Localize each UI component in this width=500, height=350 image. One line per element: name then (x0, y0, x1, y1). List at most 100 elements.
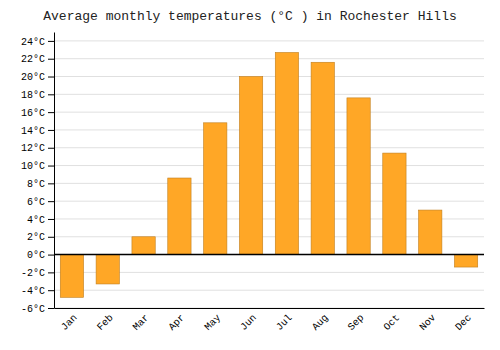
tick-mark (48, 112, 54, 113)
y-tick-label: -6°C (21, 304, 45, 315)
x-tick-label: Jul (274, 312, 295, 333)
x-tick-label: Mar (131, 312, 152, 333)
y-axis: -6°C -4°C -2°C 0°C 2°C 4°C 6°C 8°C 10°C 12°C 14°C 1… (21, 33, 55, 315)
axis-line (54, 33, 55, 309)
grid (54, 41, 484, 308)
y-tick-label: 4°C (27, 215, 45, 226)
grid-line (54, 76, 484, 77)
plot-area: -6°C -4°C -2°C 0°C 2°C 4°C 6°C 8°C 10°C 12°C 14°C 1… (21, 33, 485, 333)
tick-mark (48, 201, 54, 202)
x-tick: Feb (95, 312, 116, 333)
y-tick-label: 0°C (27, 250, 45, 261)
y-tick-label: 18°C (21, 90, 45, 101)
x-tick: Dec (453, 312, 474, 333)
y-tick: 6°C (27, 197, 54, 208)
chart-container: Average monthly temperatures (°C ) in Ro… (0, 0, 500, 350)
grid-line (54, 129, 484, 130)
bar (168, 178, 191, 255)
y-tick: 12°C (21, 143, 54, 154)
x-tick: Apr (167, 312, 188, 333)
bars (60, 52, 477, 297)
zero-line (54, 254, 484, 256)
tick-mark (48, 59, 54, 60)
tick-mark (48, 183, 54, 184)
x-tick-label: Oct (382, 312, 403, 333)
x-tick-label: May (203, 312, 224, 333)
grid-line (54, 290, 484, 291)
tick-mark (48, 166, 54, 167)
x-tick: Nov (418, 312, 439, 333)
bar (311, 62, 334, 254)
x-tick-label: Sep (346, 312, 367, 333)
x-tick: Aug (310, 312, 331, 333)
y-tick: 24°C (21, 37, 54, 48)
x-tick: Sep (346, 312, 367, 333)
y-tick: 10°C (21, 161, 54, 172)
y-tick: 14°C (21, 126, 54, 137)
x-tick: Jul (274, 312, 295, 333)
tick-mark (48, 255, 54, 256)
y-tick: -6°C (21, 304, 54, 315)
y-tick-label: 24°C (21, 37, 45, 48)
x-tick-label: Jan (59, 312, 80, 333)
y-tick-label: 6°C (27, 197, 45, 208)
tick-mark (48, 148, 54, 149)
y-tick-label: -4°C (21, 286, 45, 297)
tick-mark (48, 290, 54, 291)
x-tick-label: Nov (418, 312, 439, 333)
tick-mark (48, 77, 54, 78)
bar (347, 98, 370, 255)
tick-mark (48, 94, 54, 95)
tick-mark (48, 272, 54, 273)
grid-line (54, 147, 484, 148)
x-axis: Jan Feb Mar Apr May Jun Jul Aug Sep Oct Nov Dec (55, 309, 485, 333)
tick-mark (48, 130, 54, 131)
y-tick: 0°C (27, 250, 54, 261)
x-tick: Jan (59, 312, 80, 333)
y-tick: 2°C (27, 232, 54, 243)
x-tick: Mar (131, 312, 152, 333)
y-tick: 16°C (21, 108, 54, 119)
tick-mark (48, 308, 54, 309)
y-tick-label: 2°C (27, 232, 45, 243)
grid-line (54, 40, 484, 41)
y-tick-label: 8°C (27, 179, 45, 190)
tick-mark (48, 219, 54, 220)
chart-title: Average monthly temperatures (°C ) in Ro… (43, 9, 456, 24)
grid-line (54, 94, 484, 95)
y-tick: 18°C (21, 90, 54, 101)
grid-line (54, 201, 484, 202)
bar (132, 237, 155, 255)
y-tick-label: 16°C (21, 108, 45, 119)
bar (60, 255, 83, 298)
grid-line (54, 112, 484, 113)
x-tick-label: Dec (453, 312, 474, 333)
x-tick-label: Aug (310, 312, 331, 333)
x-tick-label: Jun (238, 312, 259, 333)
y-tick: 22°C (21, 54, 54, 65)
grid-line (54, 254, 484, 255)
axis-line (55, 308, 485, 309)
bar (419, 210, 442, 255)
y-tick-label: 20°C (21, 72, 45, 83)
grid-line (54, 183, 484, 184)
x-tick: Jun (238, 312, 259, 333)
tick-mark (48, 41, 54, 42)
x-tick: Oct (382, 312, 403, 333)
y-tick: 8°C (27, 179, 54, 190)
bar (96, 255, 119, 284)
grid-line (54, 165, 484, 166)
y-tick-label: -2°C (21, 268, 45, 279)
y-tick-label: 12°C (21, 143, 45, 154)
y-tick-label: 10°C (21, 161, 45, 172)
y-tick: 20°C (21, 72, 54, 83)
tick-mark (48, 237, 54, 238)
x-tick: May (203, 312, 224, 333)
grid-line (54, 308, 484, 309)
x-tick-label: Feb (95, 312, 116, 333)
chart-svg: Average monthly temperatures (°C ) in Ro… (0, 0, 500, 350)
y-tick-label: 14°C (21, 126, 45, 137)
y-tick: -4°C (21, 286, 54, 297)
bar (454, 255, 477, 267)
bar (239, 77, 262, 255)
